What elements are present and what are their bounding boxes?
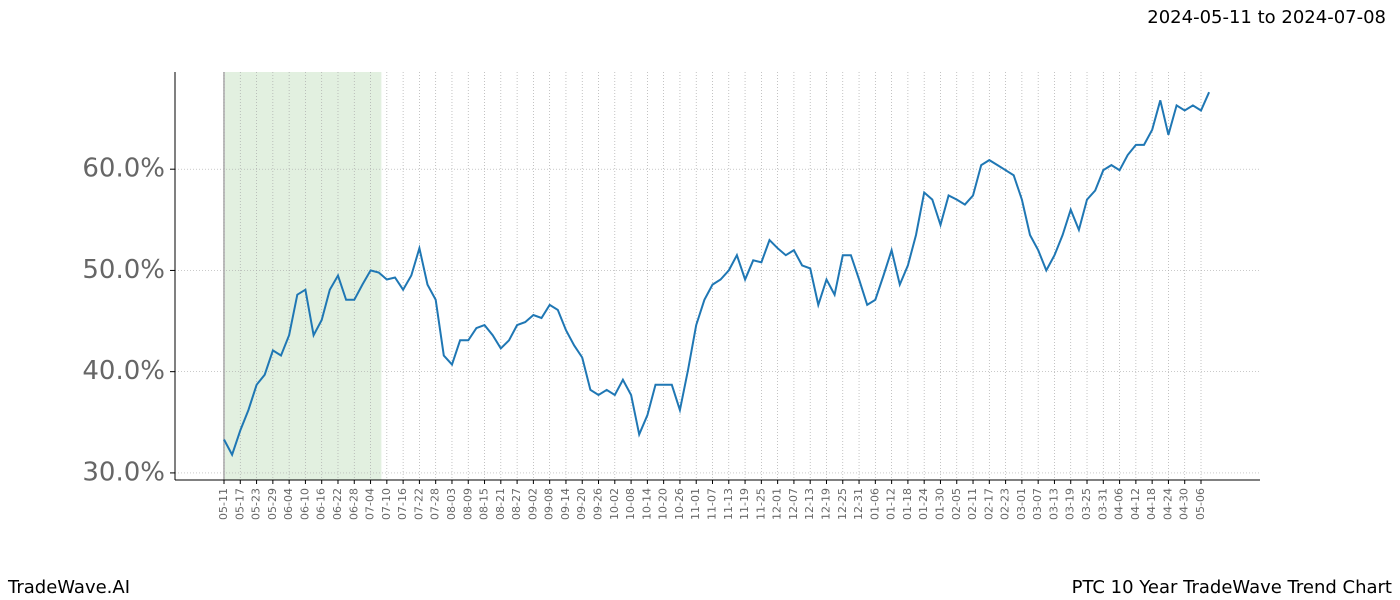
x-tick-label: 08-03 <box>445 488 458 520</box>
x-tick-label: 12-07 <box>787 488 800 520</box>
y-tick-label: 30.0% <box>82 457 165 487</box>
x-tick-label: 08-15 <box>478 488 491 520</box>
x-tick-label: 12-31 <box>852 488 865 520</box>
y-tick-label: 40.0% <box>82 356 165 386</box>
x-tick-label: 02-23 <box>999 488 1012 520</box>
x-tick-label: 07-22 <box>412 488 425 520</box>
x-tick-label: 05-29 <box>266 488 279 520</box>
x-tick-label: 06-28 <box>347 488 360 520</box>
x-tick-label: 04-06 <box>1113 488 1126 520</box>
x-tick-label: 01-18 <box>901 488 914 520</box>
x-tick-label: 05-17 <box>233 488 246 520</box>
x-tick-label: 01-06 <box>868 488 881 520</box>
x-tick-label: 08-27 <box>510 488 523 520</box>
x-tick-label: 11-25 <box>754 488 767 520</box>
x-tick-label: 02-17 <box>982 488 995 520</box>
x-tick-label: 07-04 <box>364 488 377 520</box>
x-tick-label: 11-13 <box>722 488 735 520</box>
x-tick-label: 08-21 <box>494 488 507 520</box>
x-tick-label: 07-16 <box>396 488 409 520</box>
x-tick-label: 10-26 <box>673 488 686 520</box>
x-tick-label: 10-14 <box>640 488 653 520</box>
x-tick-label: 02-11 <box>966 488 979 520</box>
x-tick-label: 10-20 <box>657 488 670 520</box>
x-tick-label: 02-05 <box>950 488 963 520</box>
x-tick-label: 09-14 <box>559 488 572 520</box>
chart-title: PTC 10 Year TradeWave Trend Chart <box>1072 577 1392 598</box>
date-range: 2024-05-11 to 2024-07-08 <box>1147 7 1386 28</box>
x-tick-label: 12-01 <box>771 488 784 520</box>
x-tick-label: 11-01 <box>689 488 702 520</box>
x-tick-label: 09-02 <box>526 488 539 520</box>
x-tick-label: 08-09 <box>461 488 474 520</box>
x-tick-label: 03-31 <box>1096 488 1109 520</box>
x-tick-label: 11-19 <box>738 488 751 520</box>
x-tick-label: 04-12 <box>1129 488 1142 520</box>
x-tick-label: 03-01 <box>1015 488 1028 520</box>
x-tick-label: 09-08 <box>543 488 556 520</box>
x-tick-label: 01-12 <box>885 488 898 520</box>
x-tick-label: 07-28 <box>429 488 442 520</box>
x-tick-label: 09-20 <box>575 488 588 520</box>
x-tick-label: 04-18 <box>1145 488 1158 520</box>
x-tick-label: 12-25 <box>836 488 849 520</box>
x-tick-label: 11-07 <box>706 488 719 520</box>
x-tick-label: 06-16 <box>315 488 328 520</box>
x-tick-label: 03-25 <box>1080 488 1093 520</box>
x-tick-label: 05-11 <box>217 488 230 520</box>
x-tick-label: 01-30 <box>933 488 946 520</box>
highlight-band <box>224 72 382 480</box>
x-tick-label: 06-22 <box>331 488 344 520</box>
x-tick-label: 01-24 <box>917 488 930 520</box>
x-tick-label: 03-07 <box>1031 488 1044 520</box>
x-tick-label: 03-19 <box>1064 488 1077 520</box>
x-tick-label: 05-23 <box>250 488 263 520</box>
x-tick-label: 06-04 <box>282 488 295 520</box>
x-tick-label: 05-06 <box>1194 488 1207 520</box>
x-tick-label: 04-30 <box>1178 488 1191 520</box>
x-tick-label: 12-19 <box>819 488 832 520</box>
x-tick-label: 10-02 <box>608 488 621 520</box>
x-tick-label: 07-10 <box>380 488 393 520</box>
y-tick-label: 50.0% <box>82 255 165 285</box>
brand: TradeWave.AI <box>7 577 130 598</box>
y-tick-label: 60.0% <box>82 154 165 184</box>
trend-line <box>223 91 1211 458</box>
x-tick-label: 04-24 <box>1161 488 1174 520</box>
x-tick-label: 10-08 <box>624 488 637 520</box>
x-tick-label: 03-13 <box>1047 488 1060 520</box>
x-tick-label: 06-10 <box>298 488 311 520</box>
x-tick-label: 09-26 <box>592 488 605 520</box>
x-tick-label: 12-13 <box>803 488 816 520</box>
